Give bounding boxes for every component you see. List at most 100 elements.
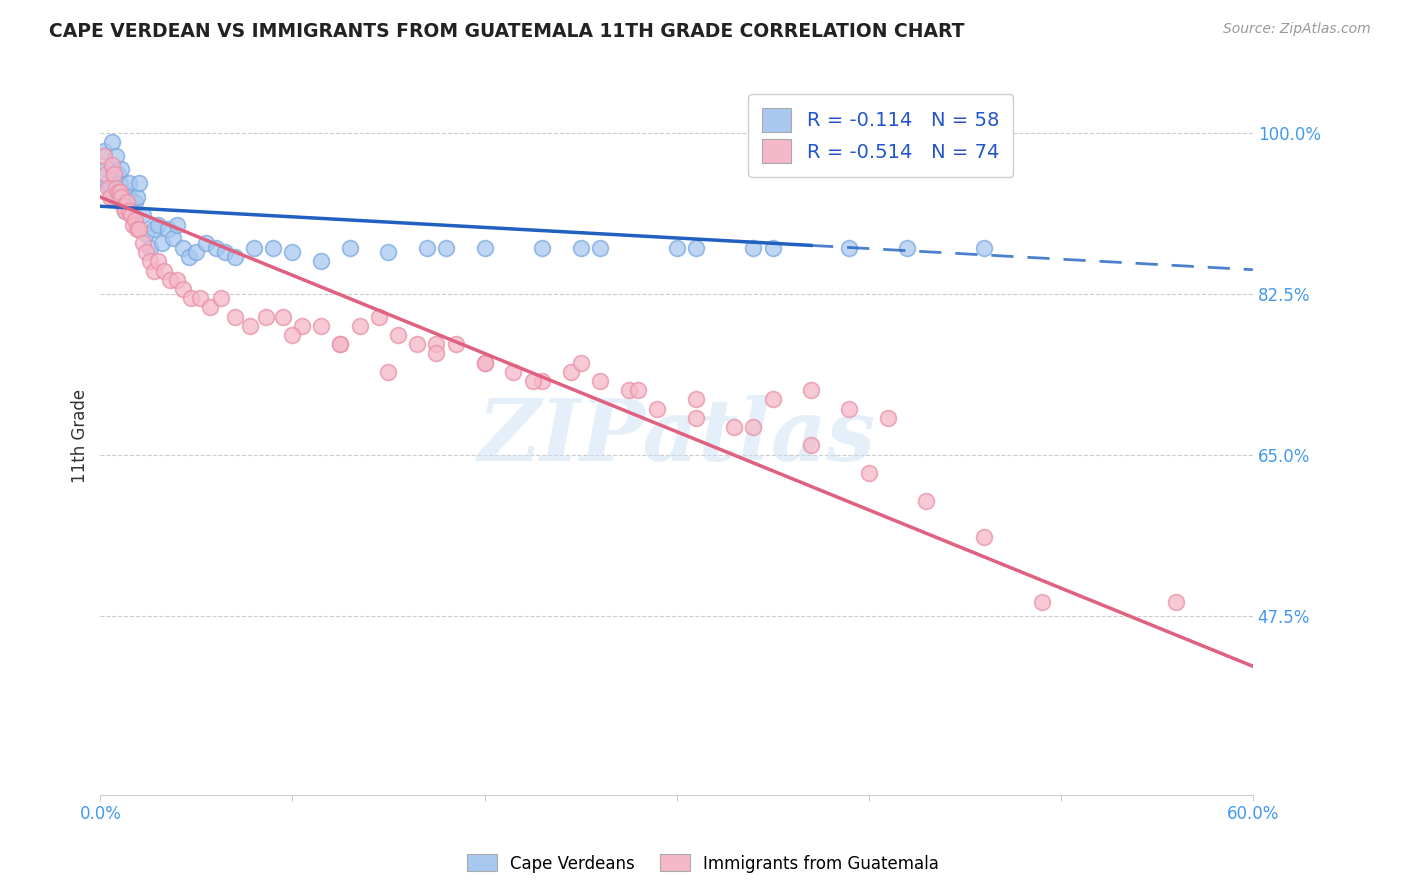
Point [224,250,246,264]
Point [685,241,707,255]
Point [94,167,117,181]
Point [93,144,115,158]
Point [112,186,135,200]
Point [125,190,148,204]
Point [186,245,208,260]
Point [107,167,129,181]
Point [103,167,125,181]
Point [281,245,304,260]
Point [387,328,409,343]
Point [120,199,142,213]
Point [98,190,121,204]
Point [115,190,138,204]
Text: Source: ZipAtlas.com: Source: ZipAtlas.com [1223,22,1371,37]
Point [291,318,314,333]
Point [800,384,823,398]
Point [180,291,202,305]
Point [112,199,135,213]
Point [838,241,860,255]
Point [118,176,141,190]
Point [118,190,141,204]
Point [135,227,157,241]
Point [762,392,785,407]
Point [239,318,262,333]
Point [162,231,184,245]
Point [104,148,127,162]
Point [143,222,166,236]
Point [560,365,582,379]
Legend: R = -0.114   N = 58, R = -0.514   N = 74: R = -0.114 N = 58, R = -0.514 N = 74 [748,95,1012,177]
Point [110,190,132,204]
Point [122,218,145,232]
Point [474,241,496,255]
Point [101,162,124,177]
Point [647,401,669,416]
Point [425,337,447,351]
Point [101,135,124,149]
Point [101,158,124,172]
Point [114,203,136,218]
Point [589,374,612,388]
Point [627,384,650,398]
Point [973,531,995,545]
Point [1164,595,1187,609]
Point [209,291,232,305]
Point [108,186,131,200]
Point [531,241,554,255]
Point [685,392,707,407]
Point [97,181,120,195]
Text: ZIPatlas: ZIPatlas [478,394,876,478]
Point [896,241,918,255]
Point [114,203,136,218]
Point [569,356,592,370]
Point [124,213,146,227]
Point [569,241,592,255]
Point [214,245,236,260]
Point [502,365,524,379]
Point [800,438,823,452]
Point [838,401,860,416]
Point [188,291,211,305]
Point [125,222,148,236]
Point [110,162,132,177]
Point [94,162,117,177]
Point [224,310,246,324]
Point [159,273,181,287]
Point [97,176,120,190]
Point [271,310,294,324]
Point [143,263,166,277]
Point [309,254,332,268]
Point [474,356,496,370]
Point [152,263,174,277]
Point [107,186,129,200]
Point [762,241,785,255]
Point [150,235,173,250]
Point [665,241,688,255]
Point [858,466,880,480]
Point [617,384,640,398]
Point [243,241,266,255]
Point [93,148,115,162]
Point [329,337,352,351]
Point [108,176,131,190]
Text: CAPE VERDEAN VS IMMIGRANTS FROM GUATEMALA 11TH GRADE CORRELATION CHART: CAPE VERDEAN VS IMMIGRANTS FROM GUATEMAL… [49,22,965,41]
Point [742,420,765,434]
Point [531,374,554,388]
Point [522,374,544,388]
Point [723,420,745,434]
Point [131,209,153,223]
Point [204,241,226,255]
Point [339,241,361,255]
Point [122,209,145,223]
Point [166,218,188,232]
Point [103,190,125,204]
Point [166,273,188,287]
Point [474,356,496,370]
Point [98,181,121,195]
Point [120,209,142,223]
Point [128,222,150,236]
Point [425,346,447,360]
Point [103,171,125,186]
Point [254,310,277,324]
Y-axis label: 11th Grade: 11th Grade [72,389,89,483]
